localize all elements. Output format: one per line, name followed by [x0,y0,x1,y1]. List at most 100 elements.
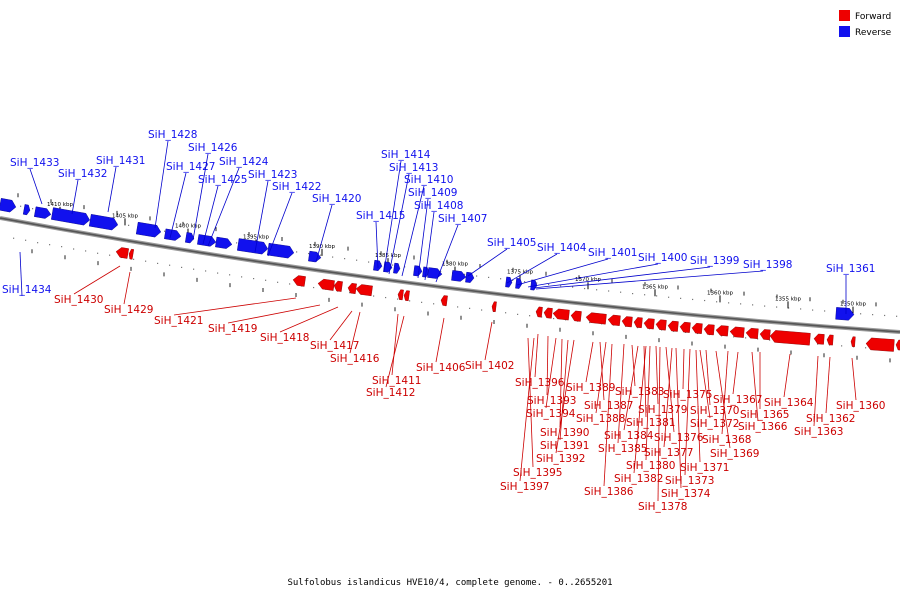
gene-label-sih-1433[interactable]: SiH_1433 [10,157,59,169]
gene-label-sih-1413[interactable]: SiH_1413 [389,162,438,174]
gene-label-sih-1388[interactable]: SiH_1388 [576,413,625,425]
gene-label-sih-1393[interactable]: SiH_1393 [527,395,576,407]
gene-label-sih-1390[interactable]: SiH_1390 [540,427,589,439]
gene-label-sih-1430[interactable]: SiH_1430 [54,294,103,306]
gene-label-sih-1416[interactable]: SiH_1416 [330,353,380,365]
forward-gene[interactable] [128,248,135,260]
forward-gene[interactable] [703,324,715,336]
gene-label-sih-1365[interactable]: SiH_1365 [740,409,789,421]
forward-gene[interactable] [397,289,404,301]
reverse-gene[interactable] [237,238,269,255]
forward-gene[interactable] [865,337,895,352]
forward-gene[interactable] [570,310,582,322]
reverse-gene[interactable] [135,221,162,238]
gene-label-sih-1363[interactable]: SiH_1363 [794,426,843,438]
forward-gene[interactable] [813,333,825,345]
gene-label-sih-1360[interactable]: SiH_1360 [836,400,885,412]
gene-label-sih-1427[interactable]: SiH_1427 [166,161,215,173]
gene-label-sih-1407[interactable]: SiH_1407 [438,213,487,225]
gene-label-sih-1389[interactable]: SiH_1389 [566,382,615,394]
gene-label-sih-1431[interactable]: SiH_1431 [96,155,145,167]
gene-label-sih-1372[interactable]: SiH_1372 [690,418,739,430]
forward-gene[interactable] [403,290,410,302]
gene-label-sih-1386[interactable]: SiH_1386 [584,486,634,498]
forward-gene[interactable] [585,312,607,325]
gene-label-sih-1370[interactable]: SiH_1370 [690,405,739,417]
forward-gene[interactable] [317,278,335,291]
gene-label-sih-1410[interactable]: SiH_1410 [404,174,453,186]
gene-label-sih-1434[interactable]: SiH_1434 [2,284,52,296]
reverse-gene[interactable] [215,236,233,249]
reverse-gene[interactable] [835,307,855,321]
gene-label-sih-1378[interactable]: SiH_1378 [638,501,687,513]
forward-gene[interactable] [745,327,759,340]
gene-label-sih-1394[interactable]: SiH_1394 [526,408,576,420]
reverse-gene[interactable] [451,270,467,282]
forward-gene[interactable] [292,275,306,287]
reverse-gene[interactable] [393,262,401,274]
gene-label-sih-1384[interactable]: SiH_1384 [604,430,654,442]
forward-gene[interactable] [543,307,553,319]
gene-label-sih-1426[interactable]: SiH_1426 [188,142,238,154]
gene-label-sih-1369[interactable]: SiH_1369 [710,448,759,460]
gene-label-sih-1417[interactable]: SiH_1417 [310,340,359,352]
forward-gene[interactable] [691,323,703,334]
forward-gene[interactable] [333,280,343,292]
gene-label-sih-1404[interactable]: SiH_1404 [537,242,587,254]
forward-gene[interactable] [535,306,543,318]
gene-label-sih-1401[interactable]: SiH_1401 [588,247,637,259]
reverse-gene[interactable] [427,267,443,280]
gene-label-sih-1361[interactable]: SiH_1361 [826,263,875,275]
gene-label-sih-1397[interactable]: SiH_1397 [500,481,549,493]
forward-gene[interactable] [850,336,856,348]
gene-label-sih-1366[interactable]: SiH_1366 [738,421,788,433]
reverse-gene[interactable] [413,265,423,277]
forward-gene[interactable] [769,330,811,346]
gene-label-sih-1391[interactable]: SiH_1391 [540,440,589,452]
gene-label-sih-1432[interactable]: SiH_1432 [58,168,107,180]
reverse-gene[interactable] [267,242,295,259]
gene-label-sih-1424[interactable]: SiH_1424 [219,156,269,168]
gene-label-sih-1409[interactable]: SiH_1409 [408,187,457,199]
reverse-gene[interactable] [34,206,52,220]
gene-label-sih-1383[interactable]: SiH_1383 [615,386,664,398]
reverse-gene[interactable] [51,207,91,226]
gene-label-sih-1396[interactable]: SiH_1396 [515,377,565,389]
forward-gene[interactable] [440,295,448,307]
gene-label-sih-1382[interactable]: SiH_1382 [614,473,663,485]
gene-label-sih-1419[interactable]: SiH_1419 [208,323,257,335]
gene-label-sih-1414[interactable]: SiH_1414 [381,149,431,161]
forward-gene[interactable] [667,320,679,332]
gene-label-sih-1405[interactable]: SiH_1405 [487,237,536,249]
forward-gene[interactable] [347,283,357,295]
reverse-gene[interactable] [88,214,119,231]
forward-gene[interactable] [729,326,745,338]
forward-gene[interactable] [759,329,771,341]
forward-gene[interactable] [895,339,900,351]
forward-gene[interactable] [715,325,729,337]
gene-label-sih-1379[interactable]: SiH_1379 [638,404,687,416]
gene-label-sih-1412[interactable]: SiH_1412 [366,387,415,399]
forward-gene[interactable] [655,319,667,331]
forward-gene[interactable] [633,317,643,329]
forward-gene[interactable] [643,318,655,330]
gene-label-sih-1385[interactable]: SiH_1385 [598,443,647,455]
gene-label-sih-1415[interactable]: SiH_1415 [356,210,405,222]
gene-label-sih-1380[interactable]: SiH_1380 [626,460,675,472]
gene-label-sih-1377[interactable]: SiH_1377 [644,447,693,459]
gene-label-sih-1425[interactable]: SiH_1425 [198,174,247,186]
reverse-gene[interactable] [465,271,475,283]
reverse-gene[interactable] [22,204,31,216]
gene-label-sih-1373[interactable]: SiH_1373 [665,475,714,487]
gene-label-sih-1398[interactable]: SiH_1398 [743,259,792,271]
reverse-gene[interactable] [515,278,523,289]
gene-label-sih-1428[interactable]: SiH_1428 [148,129,197,141]
reverse-gene[interactable] [197,234,217,247]
reverse-gene[interactable] [164,228,182,241]
gene-label-sih-1402[interactable]: SiH_1402 [465,360,514,372]
gene-label-sih-1422[interactable]: SiH_1422 [272,181,321,193]
forward-gene[interactable] [621,316,633,328]
gene-label-sih-1381[interactable]: SiH_1381 [626,417,675,429]
gene-label-sih-1400[interactable]: SiH_1400 [638,252,687,264]
forward-gene[interactable] [607,314,621,326]
